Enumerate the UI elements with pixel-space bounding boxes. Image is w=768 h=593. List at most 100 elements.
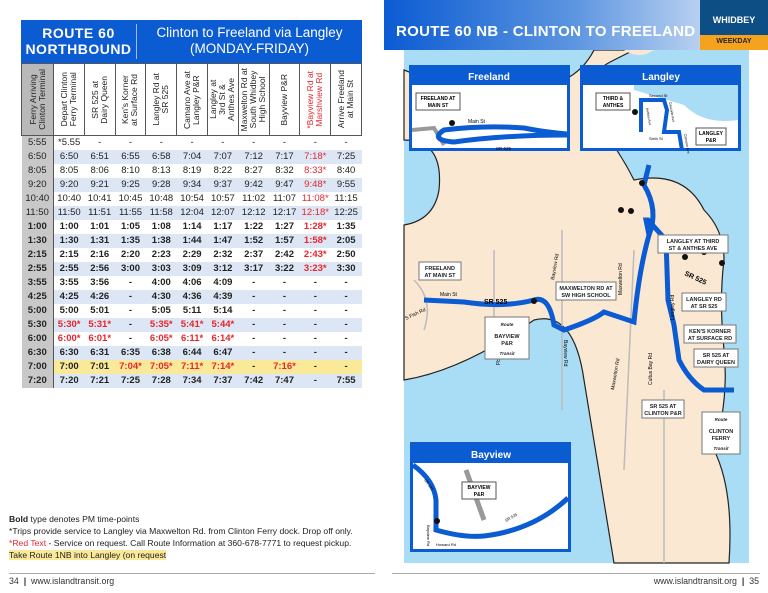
stop-time: 2:20	[120, 249, 140, 260]
column-header-row: Ferry Arriving Clinton Terminal Depart Cl…	[21, 63, 362, 136]
stop-time: 6:55	[115, 149, 146, 164]
stop-time: 8:05	[59, 165, 79, 176]
stop-time: 1:35	[336, 221, 356, 232]
stop-time: 5:14	[213, 305, 233, 316]
stop-time: -	[252, 137, 256, 149]
stop-time: -	[252, 305, 256, 316]
ferry-arrival-time: 6:30	[21, 345, 54, 360]
stop-time: 7:34	[176, 373, 208, 388]
footer-link[interactable]: www.islandtransit.org	[31, 576, 115, 586]
stop-time: -	[269, 317, 300, 332]
footer-rule-right	[392, 573, 760, 574]
stop-time: -	[344, 137, 348, 149]
stop-time: 6:00*	[57, 333, 81, 344]
table-row: 10:40 10:40 10:41 10:45 10:48 10:54 10:57 11:02…	[21, 191, 362, 206]
route-line	[423, 217, 734, 393]
stop-time: 6:35	[115, 345, 146, 360]
stop-time: 1:01	[90, 221, 110, 232]
stop-time: 2:56	[84, 261, 116, 276]
stop-time: 9:48*	[299, 177, 331, 192]
inset-title: Freeland	[468, 72, 510, 83]
inset-stop-label: P&R	[474, 492, 485, 498]
stop-label-maxwelton: SW HIGH SCHOOL	[561, 293, 611, 299]
stop-time: 11:50	[53, 205, 85, 220]
stop-time: 3:00	[115, 261, 146, 276]
note-red: *Red Text - Service on request. Call Rou…	[9, 537, 353, 549]
ferry-arrival-time: 1:30	[21, 233, 54, 248]
column-header-label: SR 525 at Dairy Queen	[89, 75, 109, 124]
stop-time: 7:47	[269, 373, 300, 388]
footer-rule-left	[9, 573, 375, 574]
column-header-label: *Bayview Rd at Marshview Rd	[305, 70, 325, 129]
stop-label-freeland: AT MAIN ST	[424, 273, 456, 279]
stop-label-bayview: P&R	[501, 341, 513, 347]
column-header: Bayview P&R	[268, 63, 301, 136]
stop-time: 4:39	[207, 289, 239, 304]
column-header-label: Depart Clinton Ferry Terminal	[58, 72, 78, 127]
ferry-arrival-time: 3:55	[21, 275, 54, 290]
ferry-arrival-time: 5:55	[21, 135, 54, 150]
stop-time: -	[238, 317, 270, 332]
stop-time: 11:51	[84, 205, 116, 220]
stop-time: 9:37	[207, 177, 239, 192]
stop-time: 7:11*	[176, 359, 208, 374]
note-red-text: - Service on request. Call Route Informa…	[46, 538, 352, 548]
route-map: SR 525 SR 525 Main St S Fish Rd Double B…	[403, 50, 749, 564]
inset-stop-label: THIRD &	[603, 96, 624, 102]
ferry-arrival-time: 2:15	[21, 247, 54, 262]
footer-link[interactable]: www.islandtransit.org	[653, 576, 737, 586]
stop-time: 2:37	[244, 249, 264, 260]
inset-stop-label: P&R	[706, 138, 717, 144]
stop-time: -	[252, 277, 256, 288]
stop-time: -	[221, 137, 225, 149]
stop-time: 1:44	[176, 233, 208, 248]
stop-time: -	[128, 277, 133, 288]
stop-time: 3:56	[90, 277, 110, 288]
inset-stop-label: LANGLEY	[699, 131, 724, 137]
table-row: 1:30 1:30 1:31 1:35 1:38 1:44 1:47 1:52 1:57 1:58…	[21, 233, 362, 248]
logo-text: Transit	[500, 351, 515, 356]
stop-time: 9:21	[84, 177, 116, 192]
column-header: Langley at 3rd St & Anthes Ave	[206, 63, 239, 136]
stop-time: -	[313, 277, 317, 288]
ferry-arrival-time: 6:00	[21, 331, 54, 346]
stop-time: 7:21	[84, 373, 116, 388]
stop-time: 9:25	[115, 177, 146, 192]
stop-time: 1:30	[53, 233, 85, 248]
column-header: *Bayview Rd at Marshview Rd	[299, 63, 332, 136]
stop-time: 5:05	[151, 305, 171, 316]
stop-time: -	[282, 333, 287, 344]
note-bold-text: type denotes PM time-points	[28, 514, 140, 524]
stop-time: 6:38	[145, 345, 177, 360]
stop-time: 8:32	[275, 165, 294, 176]
stop-time: 1:28*	[303, 221, 327, 232]
ferry-arrival-time: 8:05	[21, 163, 54, 178]
schedule-body: 5:55 *5.55- - - - - - - - -6:50 6:50 6:51 6:55 6:58 7:…	[21, 135, 362, 388]
stop-time: 10:54	[180, 193, 204, 204]
stop-time: -	[128, 333, 133, 344]
stop-time: 4:36	[176, 289, 208, 304]
stop-time: 1:35	[115, 233, 146, 248]
service-name: Clinton to Freeland via Langley	[156, 25, 343, 40]
column-header-label: Ken's Korner at Surface Rd	[120, 73, 140, 126]
stop-label-kens-korner: KEN'S KORNER	[689, 329, 731, 335]
stop-label-langley: LANGLEY AT THIRD	[667, 239, 720, 245]
stop-time: -	[98, 137, 102, 149]
stop-time: 9:42	[238, 177, 270, 192]
map-title: ROUTE 60 NB - CLINTON TO FREELAND	[384, 0, 700, 50]
column-header: Ken's Korner at Surface Rd	[114, 63, 147, 136]
road-label: Cascade Ave	[668, 101, 676, 122]
ferry-arrival-time: 6:50	[21, 149, 54, 164]
ferry-arrival-time: 4:25	[21, 289, 54, 304]
route-direction: NORTHBOUND	[25, 41, 132, 57]
road-label: Howard Rd	[436, 542, 456, 547]
stop-time: 6:58	[145, 149, 177, 164]
stop-time: 2:43*	[303, 249, 327, 260]
stop-time: 5:01	[90, 305, 110, 316]
stop-time: 8:13	[152, 165, 171, 176]
stop-time: 4:09	[213, 277, 233, 288]
road-label: Sixth St	[649, 136, 664, 141]
inset-langley: Langley THIRD & ANTHES LANGLEY P&R Secon…	[580, 65, 741, 154]
road-label: Maxwelton Rd	[618, 263, 624, 295]
stop-time: -	[299, 345, 331, 360]
